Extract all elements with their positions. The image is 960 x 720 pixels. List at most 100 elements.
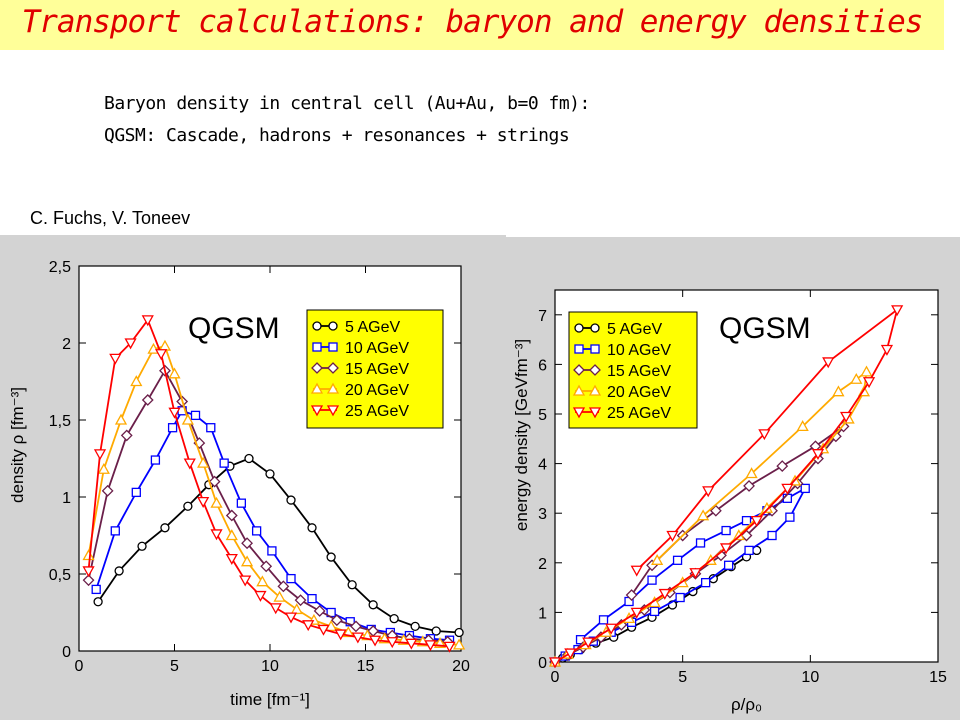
x-axis-label: ρ/ρ₀	[731, 695, 762, 714]
y-tick-label: 2,5	[49, 259, 71, 276]
x-tick-label: 10	[801, 669, 819, 686]
y-tick-label: 2	[538, 556, 547, 573]
data-point	[767, 530, 777, 541]
legend-marker	[327, 362, 339, 374]
data-point	[696, 509, 710, 521]
data-point	[750, 515, 763, 527]
y-tick-label: 7	[538, 308, 547, 325]
data-point	[386, 637, 399, 649]
data-point	[210, 529, 223, 541]
x-tick-label: 15	[357, 658, 375, 675]
data-point	[256, 575, 269, 587]
data-point	[110, 526, 120, 536]
data-point	[269, 603, 282, 615]
legend-marker	[572, 407, 586, 419]
data-point	[822, 357, 835, 369]
y-tick-label: 0,5	[49, 567, 71, 584]
data-point	[93, 597, 103, 607]
x-tick-label: 10	[261, 658, 279, 675]
data-point	[405, 638, 418, 650]
legend-marker	[312, 342, 322, 352]
data-point	[290, 603, 303, 615]
legend-marker	[588, 384, 602, 396]
data-point	[800, 483, 810, 494]
data-point	[758, 429, 771, 441]
data-point	[689, 568, 702, 580]
model-label: QGSM	[188, 312, 280, 345]
data-point	[225, 553, 238, 565]
y-tick-label: 6	[538, 357, 547, 374]
data-point	[651, 553, 664, 565]
data-point	[206, 423, 216, 433]
data-point	[672, 555, 683, 565]
data-point	[155, 349, 168, 361]
y-axis-label: energy density [GeVfm⁻³]	[512, 339, 531, 531]
data-point	[598, 615, 609, 625]
data-point	[891, 305, 904, 317]
data-point	[147, 342, 160, 354]
x-axis-label: time [fm⁻¹]	[230, 690, 310, 709]
data-point	[141, 315, 154, 327]
data-point	[548, 657, 562, 669]
data-point	[101, 484, 114, 497]
x-tick-label: 0	[75, 658, 84, 675]
data-point	[649, 606, 660, 617]
data-point	[334, 629, 347, 641]
data-point	[302, 620, 315, 632]
data-point	[273, 590, 286, 602]
data-point	[114, 566, 124, 576]
legend-marker	[572, 384, 586, 396]
data-point	[284, 612, 298, 624]
energy-density-chart: 0 5 10 15 0 1 2 3 4 5 6 7 ρ/ρ₀ energy density [GeVfm⁻…	[512, 289, 947, 714]
data-point	[345, 617, 355, 627]
y-tick-label: 1,5	[49, 413, 71, 430]
data-point	[431, 626, 441, 636]
data-point	[723, 560, 734, 570]
data-point	[241, 537, 253, 550]
data-point	[82, 566, 95, 578]
author-credit: C. Fuchs, V. Toneev	[30, 208, 191, 228]
legend-marker	[312, 321, 322, 331]
data-point	[225, 529, 238, 541]
data-point	[347, 580, 357, 590]
data-point	[168, 407, 181, 419]
legend-marker	[588, 407, 602, 419]
data-point	[254, 590, 267, 602]
legend-marker	[573, 364, 585, 376]
data-point	[700, 577, 711, 588]
data-point	[368, 635, 382, 647]
legend-label: 20 AGeV	[607, 384, 671, 401]
data-point	[137, 541, 147, 551]
data-point	[124, 338, 137, 350]
legend-marker	[326, 405, 340, 417]
model-label: QGSM	[719, 312, 811, 345]
data-point	[741, 515, 752, 526]
x-tick-label: 15	[929, 669, 947, 686]
page-title: Transport calculations: baryon and energ…	[21, 4, 924, 40]
data-point	[286, 495, 296, 505]
data-point	[114, 413, 128, 425]
legend-marker	[574, 344, 584, 354]
data-point	[424, 640, 437, 652]
data-point	[181, 413, 194, 425]
data-point	[294, 594, 307, 607]
y-tick-label: 4	[538, 457, 547, 474]
data-point	[350, 620, 362, 633]
legend-marker	[590, 323, 600, 333]
data-point	[131, 487, 141, 498]
data-point	[82, 549, 95, 561]
title-bar	[0, 0, 944, 50]
data-point	[167, 423, 178, 433]
data-point	[168, 367, 181, 379]
legend-marker	[310, 382, 324, 394]
legend-label: 25 AGeV	[345, 403, 409, 420]
data-point	[160, 523, 170, 533]
data-point	[666, 530, 679, 542]
legend-marker	[574, 323, 584, 333]
data-point	[743, 480, 755, 492]
data-point	[240, 555, 254, 567]
data-point	[880, 344, 894, 356]
legend-label: 25 AGeV	[607, 405, 671, 422]
legend-label: 15 AGeV	[607, 363, 671, 380]
data-point	[658, 588, 671, 600]
